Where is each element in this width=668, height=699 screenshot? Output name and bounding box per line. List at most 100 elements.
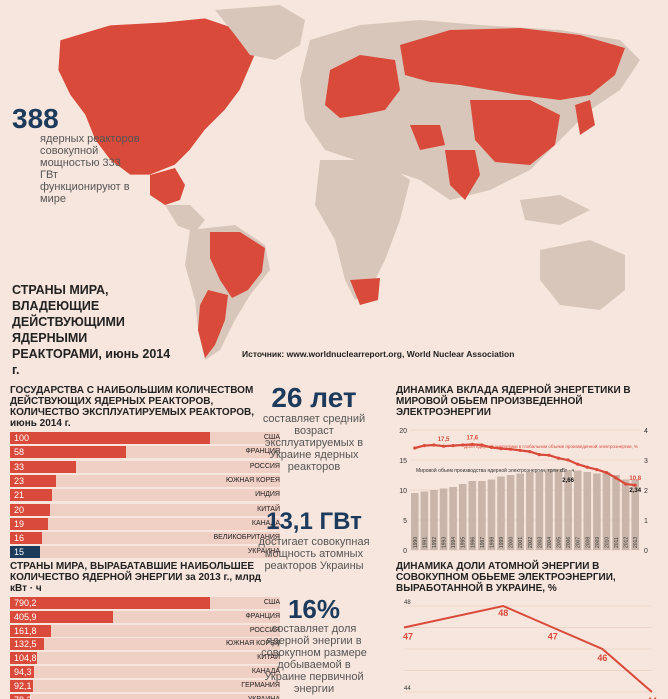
world-share-point bbox=[422, 444, 426, 448]
bar-value: 78,2 bbox=[14, 694, 32, 699]
energy-chart-title: СТРАНЫ МИРА, ВЫРАБАТАВШИЕ НАИБОЛЬШЕЕ КОЛ… bbox=[10, 561, 261, 594]
bar-row: 94,3 КАНАДА bbox=[10, 666, 280, 678]
bar bbox=[10, 517, 48, 530]
world-bar bbox=[612, 475, 620, 550]
bar-category: ЮЖНАЯ КОРЕЯ bbox=[226, 476, 280, 484]
world-year-label: 2011 bbox=[614, 537, 620, 548]
world-year-label: 1997 bbox=[480, 537, 486, 548]
map-japan bbox=[575, 100, 595, 135]
bar-value: 94,3 bbox=[14, 667, 32, 677]
bar-row: 405,9 ФРАНЦИЯ bbox=[10, 610, 280, 623]
world-share-point bbox=[461, 443, 465, 447]
world-share-line bbox=[414, 443, 636, 487]
world-share-point bbox=[480, 443, 484, 447]
world-year-label: 1993 bbox=[442, 537, 448, 548]
world-share-point bbox=[624, 482, 628, 486]
right-tick: 1 bbox=[644, 518, 648, 525]
bar-category: США bbox=[263, 599, 280, 606]
world-year-label: 1994 bbox=[451, 537, 457, 548]
bar-value: 790,2 bbox=[14, 598, 37, 608]
bar bbox=[10, 638, 44, 651]
left-tick: 0 bbox=[403, 548, 407, 555]
world-bar bbox=[439, 488, 448, 550]
world-year-label: 2004 bbox=[547, 537, 553, 548]
bar-row: 790,2 США bbox=[10, 597, 280, 609]
map-source: Источник: www.worldnuclearreport.org, Wo… bbox=[242, 349, 515, 359]
bar bbox=[10, 503, 50, 516]
world-bar bbox=[516, 473, 524, 550]
world-year-label: 2001 bbox=[518, 537, 524, 548]
bar-value: 21 bbox=[14, 490, 25, 501]
bar-track bbox=[10, 460, 280, 473]
world-bar bbox=[593, 473, 601, 550]
world-annotation: 2,34 bbox=[629, 488, 641, 494]
stat-reactors-number: 388 bbox=[12, 103, 59, 134]
stat-share: 16% составляет доля ядерной энергии в со… bbox=[258, 595, 370, 695]
world-year-label: 2007 bbox=[576, 537, 582, 548]
reactors-bars: 100 США 58 ФРАНЦИЯ 33 РОССИЯ 23 ЮЖНАЯ КОРЕЯ 21 ИН… bbox=[10, 432, 280, 562]
world-year-label: 2003 bbox=[537, 537, 543, 548]
world-bar bbox=[506, 475, 515, 550]
bar-track bbox=[10, 517, 280, 530]
bar-category: РОССИЯ bbox=[249, 626, 280, 634]
bar bbox=[10, 489, 52, 502]
bar-row: 16 ВЕЛИКОБРИТАНИЯ bbox=[10, 532, 280, 545]
stat-capacity-number: 13,1 ГВт bbox=[266, 508, 362, 535]
world-year-label: 2000 bbox=[509, 537, 515, 548]
ua-value-label: 47 bbox=[403, 632, 413, 642]
left-tick: 20 bbox=[399, 428, 407, 435]
bar-category: КАНАДА bbox=[251, 519, 280, 527]
energy-chart: СТРАНЫ МИРА, ВЫРАБАТАВШИЕ НАИБОЛЬШЕЕ КОЛ… bbox=[10, 561, 280, 699]
right-tick: 2 bbox=[644, 488, 648, 495]
right-tick: 0 bbox=[644, 548, 648, 555]
world-annotation: 17,6 bbox=[466, 435, 478, 441]
map-argentina bbox=[198, 290, 228, 358]
stat-reactors: 388 ядерных реакторов совокупной мощност… bbox=[12, 103, 140, 206]
world-annotation: 10,8 bbox=[629, 476, 641, 482]
right-tick: 4 bbox=[644, 428, 648, 435]
right-tick: 3 bbox=[644, 458, 648, 465]
bar-track bbox=[10, 666, 280, 678]
bar-value: 132,5 bbox=[14, 639, 37, 650]
stat-capacity-text: достигает совокупная мощность атомных ре… bbox=[258, 536, 370, 572]
stat-share-text: составляет доля ядерной энергии в совоку… bbox=[261, 623, 367, 695]
left-tick: 5 bbox=[403, 518, 407, 525]
bar-track bbox=[10, 652, 280, 665]
map-russia bbox=[400, 28, 625, 100]
world-year-label: 2013 bbox=[633, 537, 639, 548]
map-china bbox=[470, 100, 560, 165]
bar-category: УКРАИНА bbox=[247, 548, 280, 556]
bar-row: 20 КИТАЙ bbox=[10, 503, 280, 516]
bar-value: 20 bbox=[14, 504, 25, 515]
bar-track bbox=[10, 489, 280, 502]
world-share-point bbox=[470, 442, 474, 446]
bar-category: КАНАДА bbox=[251, 668, 280, 675]
bar-category: ЮЖНАЯ КОРЕЯ bbox=[226, 640, 280, 648]
bar bbox=[10, 666, 34, 678]
map-brazil bbox=[210, 232, 265, 298]
world-bar bbox=[411, 493, 419, 550]
map-mexico bbox=[150, 168, 185, 205]
bar-row: 161,8 РОССИЯ bbox=[10, 624, 280, 637]
world-year-label: 1992 bbox=[432, 537, 438, 548]
world-bar bbox=[564, 470, 572, 550]
stat-capacity: 13,1 ГВт достигает совокупная мощность а… bbox=[258, 508, 370, 572]
world-share-point bbox=[566, 458, 570, 462]
world-bar bbox=[487, 479, 496, 550]
world-share-point bbox=[441, 444, 446, 448]
ua-value-label: 46 bbox=[597, 653, 607, 663]
world-share-point bbox=[528, 450, 532, 454]
bar-track bbox=[10, 693, 280, 699]
world-year-label: 2012 bbox=[624, 537, 630, 548]
bar bbox=[10, 460, 76, 473]
bar-value: 23 bbox=[14, 475, 25, 486]
ua-value-label: 47 bbox=[548, 632, 558, 642]
world-share-point bbox=[595, 468, 599, 472]
bar-row: 132,5 ЮЖНАЯ КОРЕЯ bbox=[10, 638, 280, 651]
bar-row: 21 ИНДИЯ bbox=[10, 489, 280, 502]
bar-track bbox=[10, 474, 280, 487]
world-share-point bbox=[556, 456, 561, 460]
world-year-label: 2006 bbox=[566, 537, 572, 548]
bar-category: ФРАНЦИЯ bbox=[245, 448, 280, 456]
bar-category: КИТАЙ bbox=[257, 505, 280, 513]
